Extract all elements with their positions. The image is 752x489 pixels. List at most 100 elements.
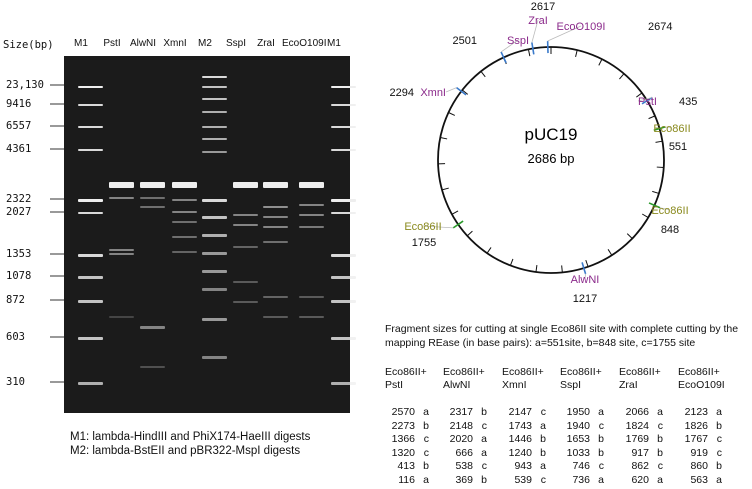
gel-band (140, 206, 165, 208)
gel-band (263, 182, 288, 188)
lane-label-alwni: AlwNI (129, 38, 157, 49)
fragment-size: 2570 (391, 406, 415, 418)
lane-label-ecoo109i: EcoO109I (282, 38, 327, 49)
gel-band (263, 216, 288, 218)
plasmid-tick (607, 249, 613, 256)
fragment-size: 862 (631, 460, 649, 473)
gel-band (202, 86, 227, 88)
site-marker (653, 126, 666, 132)
site-leader (637, 97, 653, 102)
plasmid-tick (652, 190, 660, 194)
fragment-header-enzyme-a: Eco86II+ (678, 366, 720, 378)
fragment-size: 1940 (566, 419, 590, 432)
size-marker: 1078 (6, 270, 32, 282)
fragment-column: Eco86II+ ZraI 2066 a 1824 c 1769 b 917 b 862 c 620 a (619, 366, 663, 488)
fragment-size: 1320 (391, 446, 415, 459)
plasmid-size: 2686 bp (528, 151, 575, 166)
gel-band (202, 98, 227, 100)
gel-band (172, 236, 197, 238)
size-marker: 2322 (6, 193, 32, 205)
gel-band (233, 246, 258, 248)
gel-band (202, 111, 227, 113)
gel-band (172, 251, 197, 253)
gel-band (331, 149, 356, 151)
site-label: XmnI (420, 87, 446, 99)
fragment-header-enzyme-b: ZraI (619, 379, 638, 391)
gel-band (78, 276, 103, 279)
fragment-row: 2147 c (502, 406, 546, 420)
gel-band (109, 182, 134, 188)
fragment-site-letter: a (598, 406, 604, 418)
fragment-row: 943 a (502, 460, 546, 474)
gel-band (299, 214, 324, 216)
site-leader (500, 39, 519, 53)
fragment-row: 538 c (443, 460, 487, 474)
gel-band (233, 182, 258, 188)
fragment-row: 1446 b (502, 433, 546, 447)
fragment-site-letter: c (423, 446, 429, 459)
fragment-column-header: Eco86II+ SspI (560, 366, 604, 396)
gel-band (263, 296, 288, 298)
gel-band (202, 138, 227, 140)
fragment-size: 2317 (449, 406, 473, 418)
fragment-row: 2317 b (443, 406, 487, 420)
fragment-site-letter: b (598, 446, 604, 459)
site-position: 1217 (573, 293, 597, 305)
gel-band (233, 224, 258, 226)
fragment-site-letter: a (481, 446, 487, 459)
site-leader (584, 273, 586, 280)
site-label: PstI (638, 96, 657, 108)
plasmid-tick (585, 259, 589, 267)
gel-caption-m2: M2: lambda-BstEII and pBR322-MspI digest… (70, 445, 301, 457)
gel-band (299, 226, 324, 228)
fragment-row: 1767 c (678, 433, 725, 447)
gel-band (78, 86, 103, 88)
gel-band (202, 199, 227, 202)
fragment-site-letter: b (481, 473, 487, 486)
fragment-column: Eco86II+ XmnI 2147 c 1743 a 1446 b 1240 b 943 a 539 c (502, 366, 546, 488)
plasmid-tick (598, 58, 603, 66)
gel-band (263, 226, 288, 228)
fragment-size: 1950 (566, 406, 590, 418)
gel-band (78, 126, 103, 128)
fragment-row: 620 a (619, 474, 663, 488)
gel-band (78, 254, 103, 257)
fragment-row: 2123 a (678, 406, 725, 420)
fragment-size: 2020 (449, 433, 473, 446)
fragment-size: 2147 (508, 406, 532, 418)
size-marker: 23,130 (6, 79, 44, 91)
site-label: AlwNI (571, 274, 600, 286)
gel-band (331, 104, 356, 106)
fragment-size: 563 (690, 473, 708, 486)
gel-band (140, 182, 165, 188)
fragment-site-letter: b (540, 446, 546, 459)
fragment-size: 620 (631, 473, 649, 486)
fragment-size: 2148 (449, 419, 473, 432)
fragment-size: 1743 (508, 419, 532, 432)
fragment-site-letter: a (540, 419, 546, 432)
plasmid-tick (636, 92, 643, 98)
gel-band (109, 316, 134, 318)
gel-band (299, 316, 324, 318)
fragment-size: 736 (572, 473, 590, 486)
fragment-row: 563 a (678, 474, 725, 488)
site-position: 1755 (412, 237, 436, 249)
plasmid-tick (466, 230, 473, 237)
fragment-size: 917 (631, 446, 649, 459)
gel-band (331, 86, 356, 88)
site-leader (659, 207, 671, 211)
fragment-site-letter: b (657, 446, 663, 459)
fragment-site-letter: c (598, 460, 604, 473)
gel-band (202, 252, 227, 255)
fragment-table-title: Fragment sizes for cutting at single Eco… (385, 323, 739, 349)
fragment-column-header: Eco86II+ XmnI (502, 366, 546, 396)
fragment-size: 539 (514, 473, 532, 486)
plasmid-tick (440, 137, 448, 140)
gel-band (299, 204, 324, 206)
site-leader (665, 126, 673, 129)
gel-band (202, 216, 227, 219)
fragment-row: 116 a (385, 474, 429, 488)
lane-label-zrai: ZraI (257, 38, 275, 49)
gel-band (202, 76, 227, 78)
plasmid-tick (575, 49, 578, 58)
